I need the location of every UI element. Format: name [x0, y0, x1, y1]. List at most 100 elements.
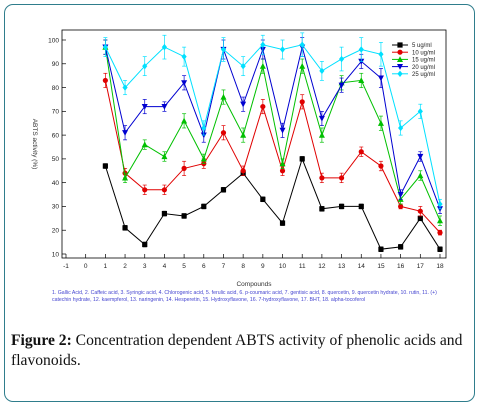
data-point [338, 203, 345, 210]
data-point [220, 187, 227, 193]
data-point [279, 160, 286, 167]
data-point [260, 103, 266, 110]
x-tick-label: 11 [299, 263, 306, 270]
series-line [104, 47, 441, 221]
data-point [358, 149, 364, 155]
x-tick-label: 3 [143, 263, 147, 270]
y-tick-label: 90 [52, 61, 60, 68]
data-point [181, 165, 187, 171]
series-line [104, 46, 441, 209]
data-point [378, 246, 384, 252]
data-point [142, 187, 148, 193]
legend-marker [397, 64, 403, 70]
x-tick-label: 8 [241, 263, 245, 270]
data-point [142, 62, 148, 70]
data-point [102, 163, 108, 169]
y-tick-label: 60 [52, 132, 60, 139]
data-point [122, 130, 129, 136]
legend-label: 5 ug/ml [412, 43, 432, 49]
legend-label: 15 ug/ml [412, 58, 435, 64]
legend-label: 25 ug/ml [412, 72, 435, 78]
series-line [104, 80, 441, 233]
data-point [181, 80, 188, 86]
data-point [377, 75, 384, 82]
x-tick-label: 18 [436, 263, 444, 270]
x-axis-label: Compounds [236, 281, 272, 288]
data-point [299, 41, 305, 48]
series-line [104, 157, 441, 250]
compound-key-footnote: 1. Gallic Acid, 2. Caffeic acid, 3. Syri… [52, 290, 437, 303]
data-point [240, 168, 246, 174]
x-tick-label: 5 [182, 263, 186, 270]
x-tick-label: 6 [202, 263, 206, 270]
data-point [181, 117, 188, 124]
y-tick-label: 30 [52, 204, 60, 211]
x-tick-label: 7 [222, 263, 226, 270]
data-point [318, 131, 325, 138]
data-point [161, 43, 168, 51]
y-tick-label: 40 [52, 180, 60, 187]
data-point [358, 77, 365, 84]
data-point [161, 187, 168, 193]
data-point [259, 62, 266, 69]
x-tick-label: 1 [104, 263, 108, 270]
y-tick-label: 10 [52, 251, 60, 258]
caption-text: Concentration dependent ABTS activity of… [11, 332, 463, 369]
series [102, 39, 443, 226]
data-point [220, 130, 227, 136]
data-point [338, 175, 345, 181]
data-point [417, 108, 423, 115]
data-point [299, 62, 306, 69]
data-point [358, 46, 364, 53]
legend-marker [397, 42, 403, 48]
x-tick-label: 16 [397, 263, 405, 270]
data-point [200, 155, 207, 162]
data-point [279, 46, 286, 53]
y-tick-label: 70 [52, 109, 60, 116]
data-point [181, 53, 187, 60]
data-point [161, 210, 168, 217]
series [102, 156, 443, 252]
x-tick-label: 4 [163, 263, 167, 270]
figure-caption: Figure 2: Concentration dependent ABTS a… [11, 331, 473, 371]
y-tick-label: 20 [52, 228, 60, 235]
data-point [338, 55, 345, 63]
x-tick-label: 0 [84, 263, 88, 270]
data-point [398, 244, 404, 250]
data-point [319, 67, 325, 75]
data-point [437, 230, 443, 236]
data-point [141, 141, 148, 148]
x-tick-label: 10 [279, 263, 287, 270]
data-point [299, 156, 305, 162]
legend-marker [397, 49, 403, 55]
data-point [417, 208, 423, 214]
data-point [417, 215, 423, 221]
data-point [318, 115, 325, 122]
legend-label: 10 ug/ml [412, 50, 435, 56]
data-point [102, 43, 108, 51]
data-point [122, 225, 128, 231]
data-point [240, 101, 247, 108]
data-point [377, 120, 384, 126]
data-point [220, 93, 227, 100]
data-point [417, 172, 424, 179]
data-point [201, 203, 207, 210]
figure-frame [4, 4, 475, 402]
data-point [279, 220, 286, 226]
data-point [319, 175, 325, 181]
data-point [240, 62, 246, 70]
data-point [338, 82, 345, 89]
data-point [161, 103, 168, 110]
legend-marker [397, 56, 403, 62]
y-tick-label: 100 [48, 37, 59, 44]
data-point [122, 84, 128, 91]
series-line [104, 44, 441, 205]
data-point [260, 41, 266, 48]
y-axis-label: ABTS activity (%) [31, 119, 38, 170]
x-tick-label: 9 [261, 263, 265, 270]
data-point [122, 174, 129, 181]
data-point [141, 103, 148, 110]
data-point [437, 246, 443, 252]
